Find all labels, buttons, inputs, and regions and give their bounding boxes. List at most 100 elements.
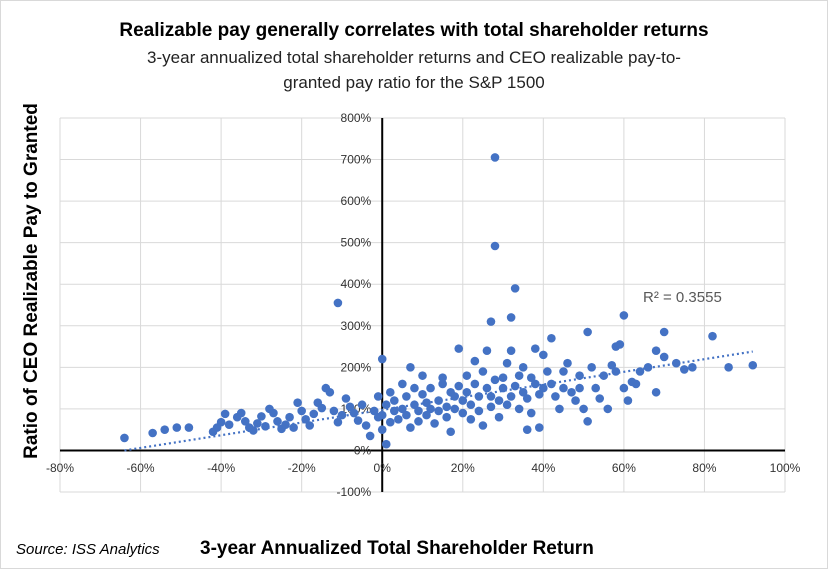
data-point [466,400,476,410]
data-point [426,383,435,393]
data-point [269,408,278,418]
data-point [522,425,532,434]
x-tick-label: -60% [127,461,155,475]
y-tick-label: 600% [341,194,372,208]
x-tick-label: 20% [451,461,475,475]
data-point [398,379,407,389]
data-point [353,416,363,425]
data-point [390,396,399,405]
data-point [325,387,335,397]
data-point [583,417,592,426]
data-point [377,354,387,364]
data-point [688,363,697,372]
data-point [486,392,496,401]
data-point [510,381,520,391]
data-point [494,396,504,405]
data-point [438,373,447,383]
data-point [611,367,621,376]
data-point [502,400,512,410]
data-point [591,383,600,393]
x-tick-label: 80% [692,461,716,475]
data-point [506,392,516,401]
data-point [571,396,580,405]
data-point [583,327,592,337]
data-point [615,340,625,349]
x-axis-label: 3-year Annualized Total Shareholder Retu… [200,538,594,559]
data-point [236,408,246,418]
data-point [490,241,500,251]
data-point [559,383,568,393]
data-point [426,404,435,414]
data-point [422,410,431,420]
data-point [385,417,395,427]
x-tick-label: 60% [612,461,636,475]
data-point [430,419,439,428]
data-point [526,408,536,418]
data-point [454,381,464,391]
data-point [587,363,596,372]
chart-subtitle-line-2: granted pay ratio for the S&P 1500 [283,73,545,92]
data-point [671,358,681,368]
x-tick-label: 100% [770,461,801,475]
data-point [385,387,395,397]
data-point [414,406,423,416]
data-point [257,412,266,421]
data-point [514,404,524,414]
data-point [482,346,492,356]
data-point [458,408,468,418]
data-point [680,365,689,374]
data-point [253,419,262,428]
data-point [551,392,560,401]
data-point [406,363,415,372]
data-point [373,392,383,401]
data-point [607,360,617,370]
data-point [333,298,343,308]
data-point [172,423,182,432]
data-point [478,421,488,430]
y-tick-label: 700% [341,153,372,167]
data-point [402,410,411,420]
chart-title: Realizable pay generally correlates with… [119,20,709,41]
data-point [494,412,504,422]
data-point [410,400,419,410]
data-point [285,412,294,422]
data-point [510,284,520,293]
data-point [619,383,629,393]
x-tick-label: -40% [207,461,235,475]
data-point [635,367,645,376]
data-point [567,387,576,397]
data-point [438,379,447,389]
data-point [506,346,516,356]
data-point [184,423,194,432]
data-point [297,406,306,416]
chart-subtitle-line-1: 3-year annualized total shareholder retu… [147,48,681,67]
data-point [224,420,234,429]
y-tick-label: 800% [341,111,372,125]
data-point [535,390,544,399]
data-point [305,421,315,430]
source-note: Source: ISS Analytics [16,541,160,558]
data-point [470,379,480,389]
data-point [442,412,451,422]
data-point [317,403,327,413]
data-point [631,379,641,389]
data-point [450,404,460,414]
x-tick-label: -80% [46,461,74,475]
data-point [418,371,427,380]
data-point [575,371,584,380]
data-point [486,317,496,326]
data-point [216,417,226,427]
data-point [357,400,367,410]
data-point [466,414,476,424]
data-point [659,352,669,362]
data-point [434,396,443,405]
data-point [377,425,387,434]
data-point [498,373,508,383]
x-tick-label: 0% [374,461,392,475]
data-point [329,406,339,416]
data-point [160,425,170,434]
data-point [502,358,512,368]
data-point [474,406,484,416]
data-point [623,396,633,405]
y-tick-label: 400% [341,277,372,291]
